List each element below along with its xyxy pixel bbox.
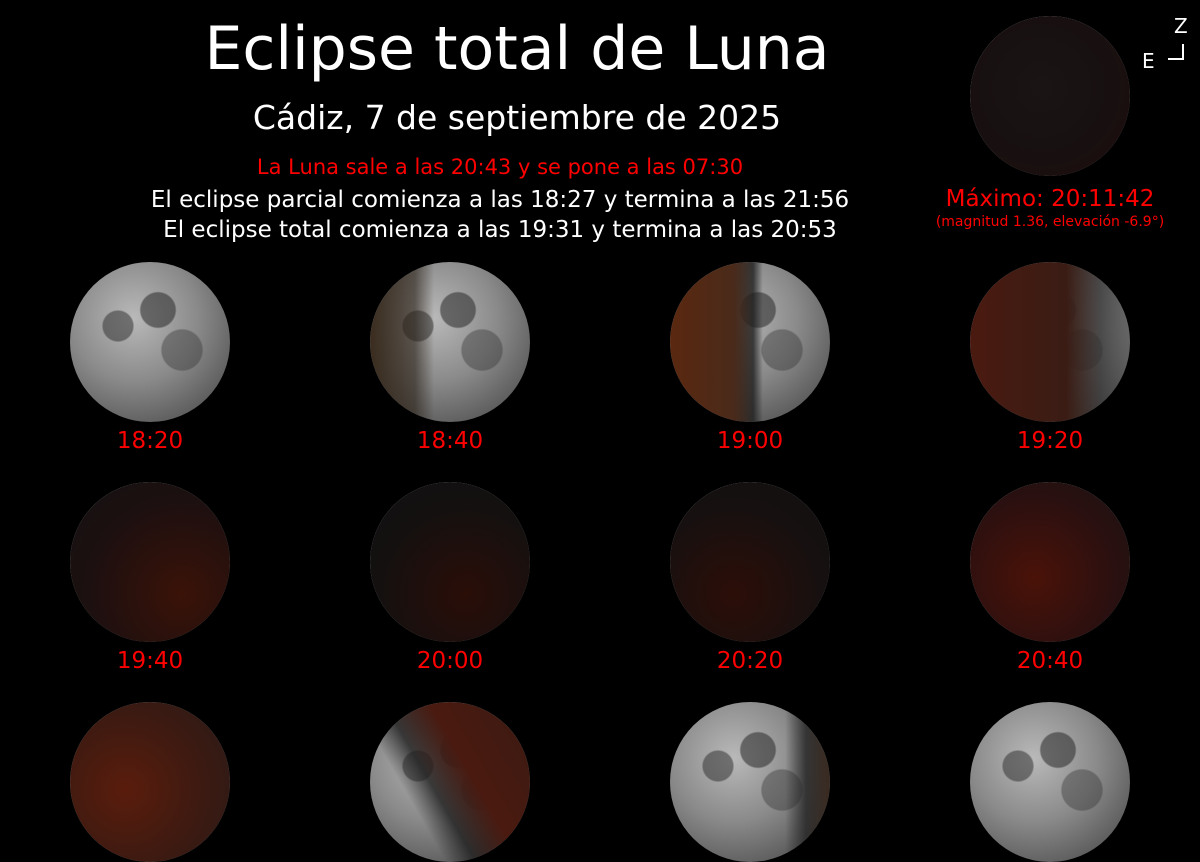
- east-label: E: [1142, 49, 1155, 73]
- phase-time-label: 19:00: [716, 428, 784, 454]
- phase-time-label: 20:20: [716, 648, 784, 674]
- orientation-indicator-icon: [1168, 44, 1184, 60]
- partial-eclipse-info: El eclipse parcial comienza a las 18:27 …: [150, 187, 850, 213]
- moon-phase-image: [670, 702, 830, 862]
- moon-phase-image: [670, 482, 830, 642]
- page-title: Eclipse total de Luna: [204, 14, 830, 84]
- phase-time-label: 20:40: [1016, 648, 1084, 674]
- phase-time-label: 20:00: [416, 648, 484, 674]
- moonrise-info: La Luna sale a las 20:43 y se pone a las…: [256, 155, 744, 179]
- moon-phase-image: [970, 482, 1130, 642]
- zenith-label: Z: [1174, 14, 1188, 38]
- moon-phase-image: [70, 702, 230, 862]
- moon-phase-image: [370, 262, 530, 422]
- maximum-detail: (magnitud 1.36, elevación -6.9°): [935, 214, 1165, 230]
- moon-phase-image: [70, 262, 230, 422]
- moon-phase-image: [970, 262, 1130, 422]
- maximum-time: Máximo: 20:11:42: [945, 186, 1155, 212]
- page-subtitle: Cádiz, 7 de septiembre de 2025: [252, 98, 782, 137]
- phase-time-label: 19:40: [116, 648, 184, 674]
- phase-time-label: 18:20: [116, 428, 184, 454]
- total-eclipse-info: El eclipse total comienza a las 19:31 y …: [163, 217, 837, 243]
- moon-phase-image: [670, 262, 830, 422]
- maximum-eclipse-moon: [970, 16, 1130, 176]
- moon-phase-image: [370, 702, 530, 862]
- phase-time-label: 18:40: [416, 428, 484, 454]
- moon-phase-image: [370, 482, 530, 642]
- moon-phase-image: [970, 702, 1130, 862]
- moon-phase-image: [70, 482, 230, 642]
- phase-time-label: 19:20: [1016, 428, 1084, 454]
